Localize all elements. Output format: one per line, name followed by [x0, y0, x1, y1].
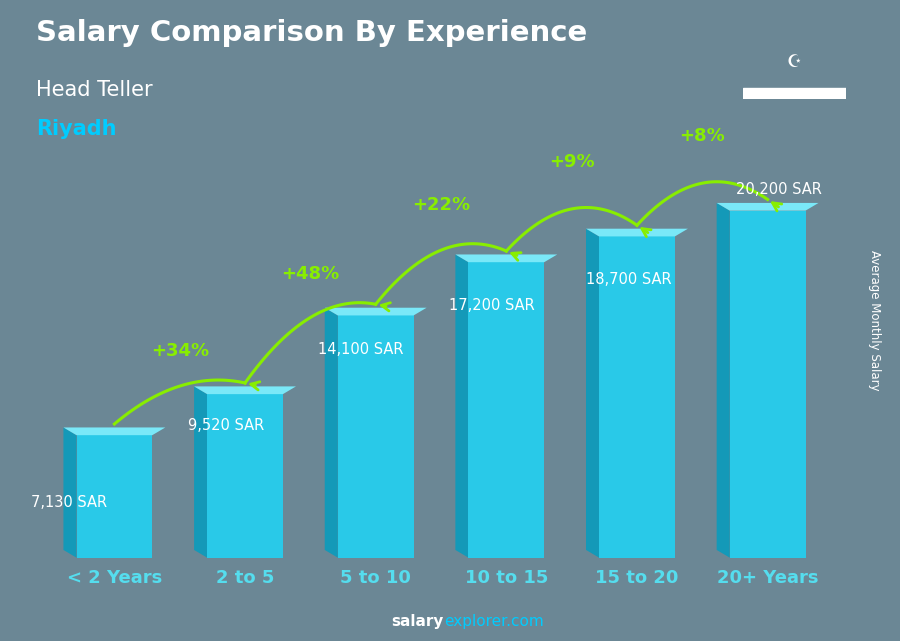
Polygon shape — [730, 211, 806, 558]
Polygon shape — [325, 308, 427, 315]
Text: +22%: +22% — [412, 196, 470, 214]
Text: Head Teller: Head Teller — [36, 80, 153, 100]
Text: 20,200 SAR: 20,200 SAR — [736, 181, 822, 197]
Polygon shape — [63, 428, 76, 558]
Polygon shape — [207, 394, 283, 558]
Text: +34%: +34% — [150, 342, 209, 360]
Polygon shape — [325, 308, 338, 558]
Polygon shape — [338, 315, 414, 558]
Polygon shape — [76, 435, 152, 558]
Polygon shape — [586, 229, 688, 237]
Polygon shape — [599, 237, 675, 558]
Polygon shape — [716, 203, 730, 558]
Text: 14,100 SAR: 14,100 SAR — [319, 342, 404, 357]
Text: 7,130 SAR: 7,130 SAR — [31, 495, 107, 510]
Text: ☪: ☪ — [787, 53, 802, 71]
Bar — [742, 88, 846, 99]
Text: salary: salary — [392, 615, 444, 629]
Polygon shape — [194, 387, 207, 558]
Text: 9,520 SAR: 9,520 SAR — [187, 417, 264, 433]
Polygon shape — [468, 262, 544, 558]
Text: +9%: +9% — [549, 153, 595, 171]
Text: Riyadh: Riyadh — [36, 119, 116, 138]
Text: Average Monthly Salary: Average Monthly Salary — [868, 250, 881, 391]
Text: 17,200 SAR: 17,200 SAR — [449, 297, 535, 313]
Polygon shape — [716, 203, 819, 211]
Text: 18,700 SAR: 18,700 SAR — [586, 272, 671, 287]
Polygon shape — [194, 387, 296, 394]
Polygon shape — [455, 254, 468, 558]
Text: explorer.com: explorer.com — [444, 615, 544, 629]
Text: +48%: +48% — [281, 265, 339, 283]
Text: +8%: +8% — [680, 128, 725, 146]
Polygon shape — [63, 428, 166, 435]
Text: Salary Comparison By Experience: Salary Comparison By Experience — [36, 19, 587, 47]
Polygon shape — [455, 254, 557, 262]
Polygon shape — [586, 229, 599, 558]
